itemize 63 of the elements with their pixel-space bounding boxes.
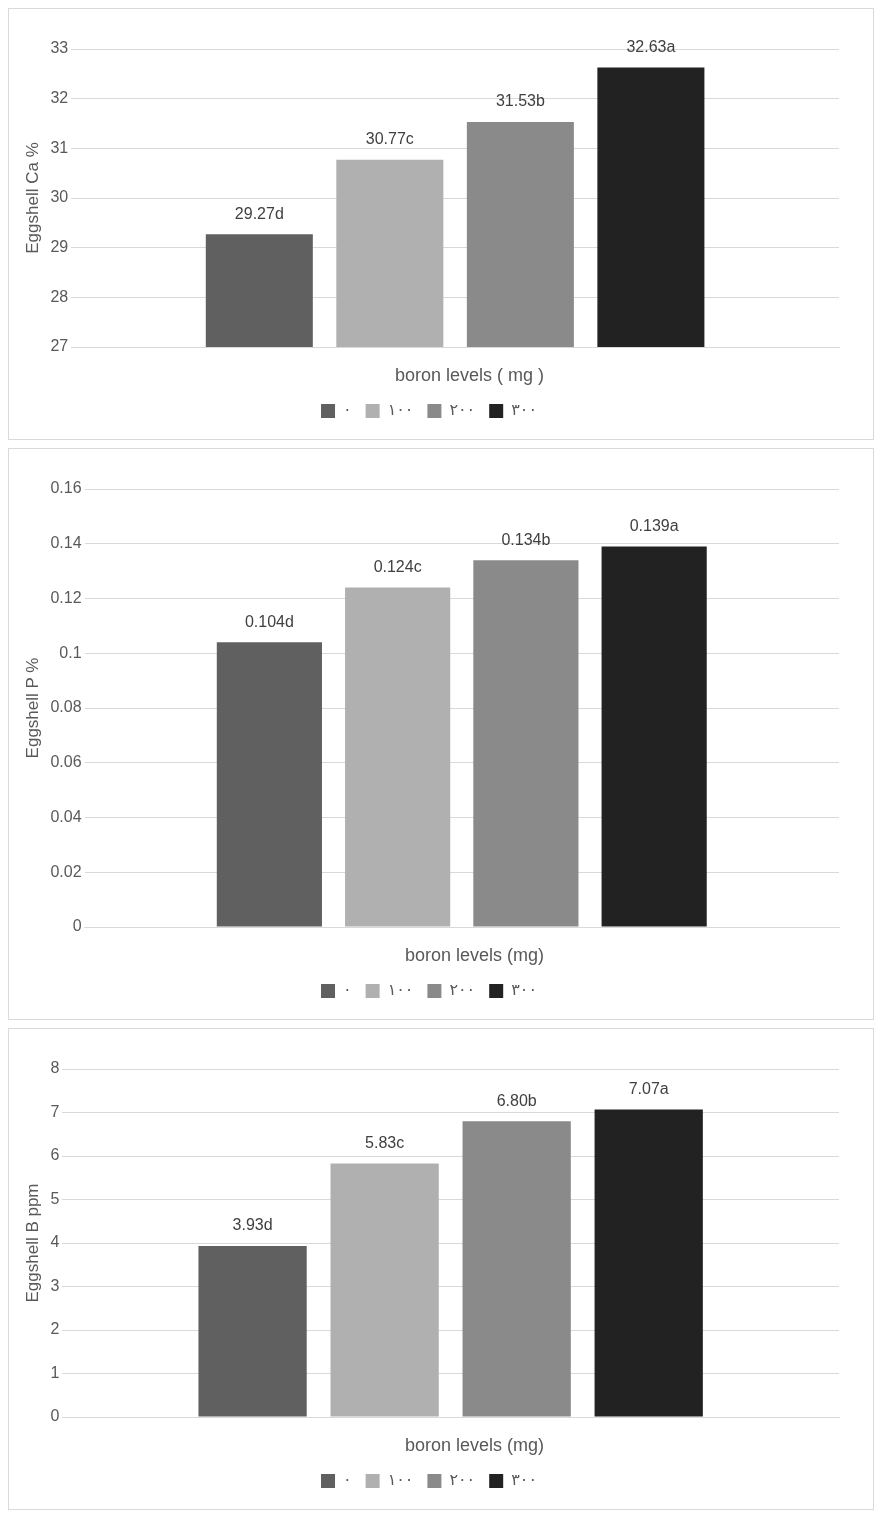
legend-label: ٣٠٠ (511, 401, 537, 419)
legend-label: ٢٠٠ (449, 1471, 476, 1489)
y-tick-label: 0 (72, 917, 82, 935)
y-axis-title: Eggshell P % (22, 657, 42, 759)
bar (345, 587, 451, 927)
legend-title: boron levels ( mg ) (394, 365, 544, 386)
y-tick-label: 0.12 (50, 588, 82, 606)
y-tick-label: 32 (50, 89, 69, 107)
y-axis-title: Eggshell B ppm (22, 1183, 42, 1303)
bar (601, 546, 707, 927)
y-tick-label: 31 (50, 138, 69, 156)
y-tick-label: 0.16 (50, 479, 82, 497)
data-label: 0.124c (373, 557, 422, 575)
data-label: 0.139a (629, 516, 679, 534)
data-label: 0.104d (244, 612, 294, 630)
y-tick-label: 4 (50, 1233, 60, 1251)
y-tick-label: 0 (50, 1407, 60, 1425)
legend-label: ١٠٠ (387, 401, 414, 419)
y-tick-label: 5 (50, 1189, 60, 1207)
data-label: 7.07a (628, 1079, 669, 1097)
y-tick-label: 0.14 (50, 534, 82, 552)
legend-label: ٠ (343, 1471, 352, 1489)
legend-label: ٠ (343, 401, 352, 419)
y-tick-label: 0.06 (50, 753, 82, 771)
legend-label: ٢٠٠ (449, 401, 476, 419)
y-tick-label: 6 (50, 1146, 60, 1164)
y-tick-label: 0.08 (50, 698, 82, 716)
y-tick-label: 1 (50, 1363, 60, 1381)
y-axis-title: Eggshell Ca % (22, 142, 42, 254)
data-label: 30.77c (365, 130, 414, 148)
data-label: 29.27d (234, 204, 284, 222)
bar (216, 642, 322, 927)
y-tick-label: 3 (50, 1276, 60, 1294)
data-label: 6.80b (496, 1091, 537, 1109)
data-label: 5.83c (365, 1133, 405, 1151)
legend-label: ١٠٠ (387, 981, 414, 999)
data-label: 0.134b (501, 530, 551, 548)
legend-label: ١٠٠ (387, 1471, 414, 1489)
y-tick-label: 28 (50, 287, 69, 305)
bar (462, 1121, 571, 1417)
y-tick-label: 33 (50, 39, 69, 57)
y-tick-label: 7 (50, 1102, 60, 1120)
y-tick-label: 0.02 (50, 862, 82, 880)
legend-title: boron levels (mg) (404, 945, 544, 966)
bar (198, 1246, 307, 1417)
legend-title: boron levels (mg) (404, 1435, 544, 1456)
y-tick-label: 8 (50, 1059, 60, 1077)
y-tick-label: 0.04 (50, 807, 82, 825)
y-tick-label: 0.1 (59, 643, 82, 661)
legend-label: ٣٠٠ (511, 981, 537, 999)
data-label: 3.93d (232, 1216, 273, 1234)
data-label: 32.63a (626, 37, 676, 55)
bar (594, 1109, 703, 1417)
legend-label: ٠ (343, 981, 352, 999)
y-tick-label: 30 (50, 188, 69, 206)
legend-label: ٣٠٠ (511, 1471, 537, 1489)
y-tick-label: 2 (50, 1320, 60, 1338)
y-tick-label: 27 (50, 337, 69, 355)
y-tick-label: 29 (50, 238, 69, 256)
data-label: 31.53b (495, 92, 545, 110)
legend-label: ٢٠٠ (449, 981, 476, 999)
bar (330, 1163, 439, 1417)
bar (473, 560, 579, 927)
